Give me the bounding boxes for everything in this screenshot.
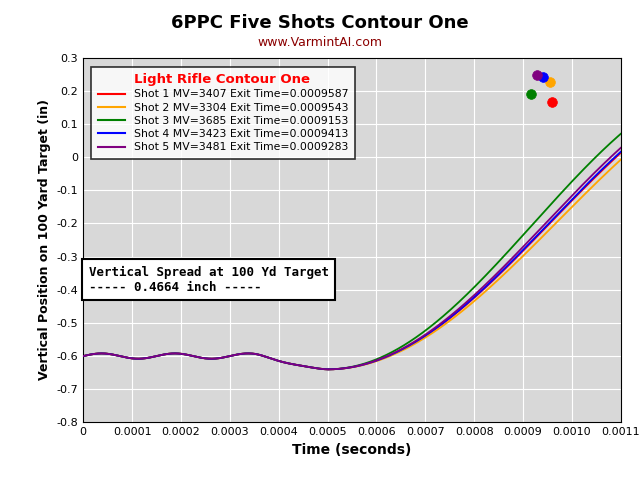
Text: www.VarmintAI.com: www.VarmintAI.com: [257, 36, 383, 49]
X-axis label: Time (seconds): Time (seconds): [292, 443, 412, 457]
Legend: Light Rifle Contour One, Shot 1 MV=3407 Exit Time=0.0009587, Shot 2 MV=3304 Exit: Light Rifle Contour One, Shot 1 MV=3407 …: [92, 67, 355, 159]
Y-axis label: Vertical Position on 100 Yard Target (in): Vertical Position on 100 Yard Target (in…: [38, 99, 51, 381]
Text: 6PPC Five Shots Contour One: 6PPC Five Shots Contour One: [171, 14, 469, 33]
Text: Vertical Spread at 100 Yd Target
----- 0.4664 inch -----: Vertical Spread at 100 Yd Target ----- 0…: [88, 265, 328, 294]
